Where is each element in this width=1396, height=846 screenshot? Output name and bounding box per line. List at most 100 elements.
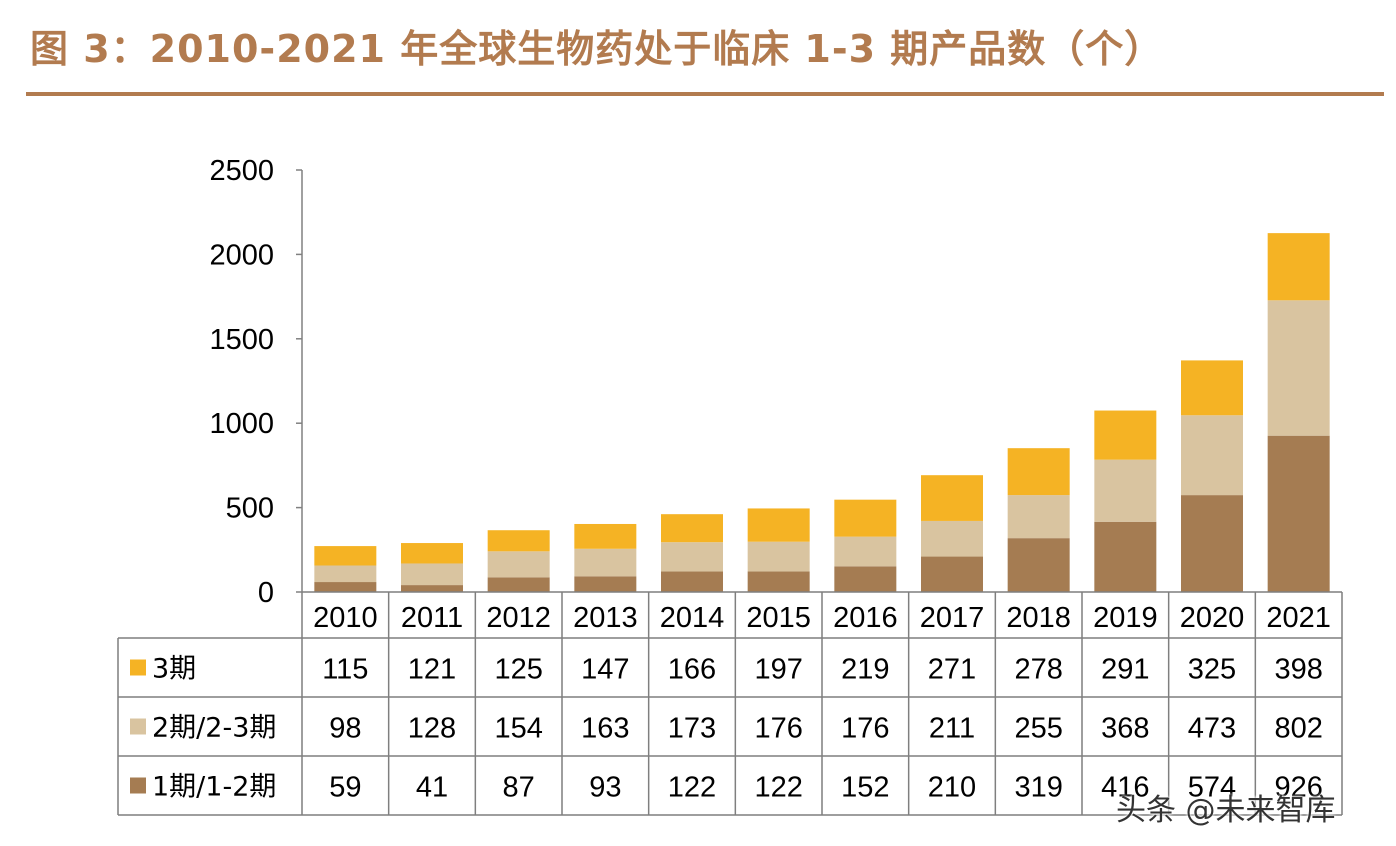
data-label: 125 xyxy=(494,654,542,686)
bar-segment xyxy=(401,585,463,592)
bar-segment xyxy=(747,571,810,592)
legend-swatch xyxy=(130,659,146,676)
data-label: 87 xyxy=(503,772,535,804)
legend-swatch xyxy=(130,777,146,794)
data-label: 802 xyxy=(1274,713,1322,745)
bar-segment xyxy=(1094,410,1157,460)
data-label: 173 xyxy=(668,713,716,745)
bar-segment xyxy=(661,571,723,592)
data-label: 278 xyxy=(1014,654,1062,686)
data-label: 368 xyxy=(1101,713,1149,745)
data-label: 210 xyxy=(928,772,976,804)
bar-segment xyxy=(1181,360,1243,416)
chart-bars xyxy=(314,233,1330,592)
data-label: 176 xyxy=(841,713,889,745)
data-label: 197 xyxy=(754,654,802,686)
data-label: 128 xyxy=(408,713,456,745)
x-tick-label: 2020 xyxy=(1180,602,1245,634)
page-title: 图 3：2010-2021 年全球生物药处于临床 1-3 期产品数（个） xyxy=(30,27,1164,71)
x-tick-label: 2014 xyxy=(660,602,725,634)
bar-segment xyxy=(1094,521,1157,592)
x-tick-label: 2018 xyxy=(1006,602,1071,634)
chart-axes: 0 500 1000 1500 2000 2500 xyxy=(209,155,303,609)
x-tick-label: 2013 xyxy=(573,602,638,634)
bar-segment xyxy=(574,523,637,549)
bar-segment xyxy=(1267,435,1330,592)
data-label: 154 xyxy=(494,713,542,745)
bar-segment xyxy=(921,556,983,592)
bar-segment xyxy=(1007,538,1070,592)
bar-segment xyxy=(747,508,810,542)
data-label: 122 xyxy=(668,772,716,804)
x-tick-label: 2011 xyxy=(401,602,463,634)
data-label: 122 xyxy=(754,772,802,804)
bar-segment xyxy=(747,541,810,572)
data-label: 398 xyxy=(1274,654,1322,686)
data-label: 416 xyxy=(1101,772,1149,804)
bar-segment xyxy=(574,548,637,577)
bar-segment xyxy=(834,499,897,537)
bar-segment xyxy=(314,565,377,583)
bar-segment xyxy=(314,582,377,592)
data-table: 2010 2011 2012 2013 2014 2015 2016 2017 2018 2019… xyxy=(117,591,1343,816)
data-label: 59 xyxy=(329,772,361,804)
data-label: 166 xyxy=(668,654,716,686)
bar-segment xyxy=(487,551,550,578)
bar-segment xyxy=(401,543,463,564)
bar-segment xyxy=(661,514,723,543)
bar-segment xyxy=(834,566,897,592)
x-tick-label: 2015 xyxy=(746,602,811,634)
bar-segment xyxy=(1181,495,1243,592)
data-label: 574 xyxy=(1188,772,1236,804)
bar-segment xyxy=(1007,448,1070,496)
data-label: 147 xyxy=(581,654,629,686)
bar-segment xyxy=(1267,233,1330,301)
x-tick-label: 2010 xyxy=(313,602,378,634)
data-label: 121 xyxy=(408,654,456,686)
x-tick-label: 2012 xyxy=(486,602,551,634)
bar-segment xyxy=(574,576,637,592)
bar-segment xyxy=(661,542,723,572)
data-label: 98 xyxy=(329,713,361,745)
bar-segment xyxy=(401,563,463,586)
data-label: 473 xyxy=(1188,713,1236,745)
y-tick-label: 500 xyxy=(226,493,274,525)
y-tick-label: 2000 xyxy=(209,239,274,271)
data-label: 211 xyxy=(929,713,975,745)
legend-label: 2期/2-3期 xyxy=(152,713,276,744)
y-tick-label: 0 xyxy=(258,577,274,609)
legend-label: 3期 xyxy=(152,654,196,685)
data-label: 219 xyxy=(841,654,889,686)
bar-segment xyxy=(1007,495,1070,539)
data-label: 325 xyxy=(1188,654,1236,686)
bar-segment xyxy=(1181,415,1243,496)
legend-label: 1期/1-2期 xyxy=(152,772,276,803)
legend-swatch xyxy=(130,718,146,735)
y-tick-label: 1500 xyxy=(209,324,274,356)
bar-segment xyxy=(1267,300,1330,436)
x-tick-label: 2019 xyxy=(1093,602,1158,634)
data-label: 93 xyxy=(589,772,621,804)
title-divider xyxy=(26,92,1384,96)
y-tick-label: 1000 xyxy=(209,408,274,440)
data-label: 41 xyxy=(416,772,448,804)
data-label: 176 xyxy=(754,713,802,745)
bar-segment xyxy=(834,536,897,567)
bar-segment xyxy=(487,530,550,552)
bar-segment xyxy=(487,577,550,592)
data-label: 115 xyxy=(322,654,368,686)
data-label: 291 xyxy=(1101,654,1149,686)
data-label: 152 xyxy=(841,772,889,804)
bar-segment xyxy=(1094,459,1157,522)
y-tick-label: 2500 xyxy=(209,155,274,187)
data-label: 926 xyxy=(1274,772,1322,804)
bar-segment xyxy=(921,520,983,557)
data-label: 271 xyxy=(928,654,976,686)
data-label: 319 xyxy=(1014,772,1062,804)
data-label: 255 xyxy=(1014,713,1062,745)
bar-segment xyxy=(314,546,377,566)
x-tick-label: 2016 xyxy=(833,602,898,634)
data-label: 163 xyxy=(581,713,629,745)
